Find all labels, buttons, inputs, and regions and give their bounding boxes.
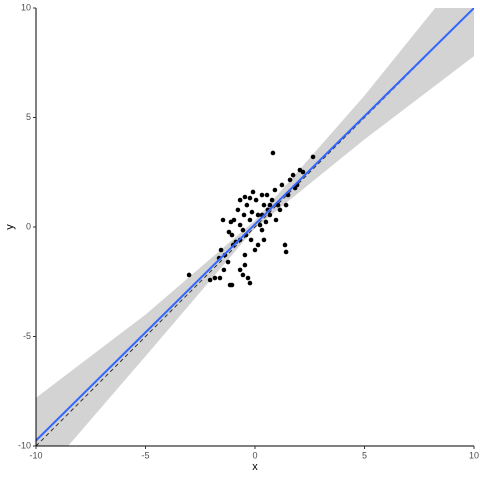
point bbox=[287, 177, 293, 183]
point bbox=[263, 219, 269, 225]
point bbox=[253, 197, 259, 203]
point bbox=[245, 275, 251, 281]
point bbox=[241, 212, 247, 218]
x-tick-label: -10 bbox=[29, 450, 42, 460]
point bbox=[273, 217, 279, 223]
point bbox=[186, 272, 192, 278]
point bbox=[283, 202, 289, 208]
point bbox=[264, 192, 270, 198]
point bbox=[269, 197, 275, 203]
point bbox=[261, 202, 267, 208]
point bbox=[310, 154, 316, 160]
reference-line bbox=[36, 8, 474, 446]
x-axis-title: x bbox=[252, 461, 258, 473]
point bbox=[226, 229, 232, 235]
point bbox=[237, 197, 243, 203]
point bbox=[255, 212, 261, 218]
point bbox=[279, 182, 285, 188]
point bbox=[212, 275, 218, 281]
point bbox=[229, 232, 235, 238]
point bbox=[225, 259, 231, 265]
x-tick-label: -5 bbox=[141, 450, 149, 460]
plot-area bbox=[36, 8, 474, 446]
point bbox=[218, 247, 224, 253]
point bbox=[259, 192, 265, 198]
point bbox=[217, 275, 223, 281]
point bbox=[242, 194, 248, 200]
point bbox=[247, 195, 253, 201]
point bbox=[240, 227, 246, 233]
y-axis-title: y bbox=[4, 224, 16, 230]
point bbox=[282, 242, 288, 248]
point bbox=[252, 247, 258, 253]
point bbox=[257, 222, 263, 228]
point bbox=[231, 217, 237, 223]
y-tick-label: -10 bbox=[18, 440, 31, 450]
y-tick-label: 5 bbox=[26, 112, 31, 122]
point bbox=[267, 212, 273, 218]
point bbox=[272, 187, 278, 193]
point bbox=[247, 280, 253, 286]
point bbox=[240, 272, 246, 278]
point bbox=[237, 222, 243, 228]
y-tick-label: 10 bbox=[21, 2, 31, 12]
point bbox=[267, 202, 273, 208]
y-tick-label: 0 bbox=[26, 221, 31, 231]
point bbox=[300, 169, 306, 175]
point bbox=[242, 262, 248, 268]
point bbox=[283, 249, 289, 255]
x-tick-label: 5 bbox=[362, 450, 367, 460]
point bbox=[237, 267, 243, 273]
y-tick-label: -5 bbox=[23, 331, 31, 341]
point bbox=[249, 209, 255, 215]
point bbox=[244, 202, 250, 208]
point bbox=[261, 237, 267, 243]
point bbox=[247, 217, 253, 223]
point bbox=[235, 207, 241, 213]
point bbox=[220, 217, 226, 223]
point bbox=[255, 242, 261, 248]
point bbox=[277, 207, 283, 213]
x-tick-label: 10 bbox=[469, 450, 479, 460]
x-tick-label: 0 bbox=[252, 450, 257, 460]
point bbox=[248, 237, 254, 243]
point bbox=[290, 172, 296, 178]
point bbox=[270, 150, 276, 156]
point bbox=[221, 267, 227, 273]
point bbox=[207, 277, 213, 283]
point bbox=[259, 227, 265, 233]
point bbox=[242, 252, 248, 258]
point bbox=[229, 282, 235, 288]
fit-line bbox=[36, 8, 474, 442]
point bbox=[250, 189, 256, 195]
